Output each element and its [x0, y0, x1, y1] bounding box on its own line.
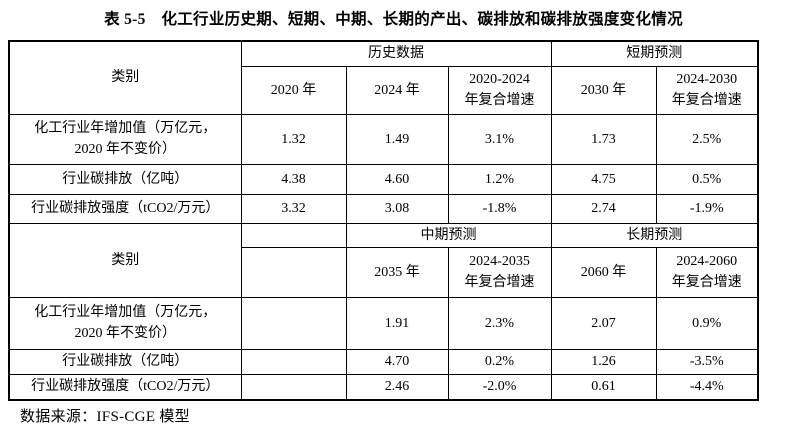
cell-added-value-cagr-2024-2030: 2.5%	[655, 113, 759, 165]
cell-carbon-2035: 4.70	[345, 348, 449, 375]
table-row: 行业碳排放强度（tCO2/万元） 2.46 -2.0% 0.61 -4.4%	[8, 373, 759, 401]
table-caption: 表 5-5 化工行业历史期、短期、中期、长期的产出、碳排放和碳排放强度变化情况	[104, 11, 683, 28]
header-group-history: 历史数据	[240, 40, 552, 67]
cell-intensity-2030: 2.74	[550, 193, 657, 224]
row-label-carbon-intensity: 行业碳排放强度（tCO2/万元）	[8, 193, 242, 224]
table-row: 行业碳排放（亿吨） 4.70 0.2% 1.26 -3.5%	[8, 348, 759, 375]
data-source-note: 数据来源：IFS-CGE 模型	[20, 409, 190, 425]
header-group-mid-term: 中期预测	[345, 222, 552, 248]
row-label-carbon-emission: 行业碳排放（亿吨）	[8, 163, 242, 195]
empty-cell	[240, 373, 347, 401]
cell-added-value-2020: 1.32	[240, 113, 347, 165]
cell-carbon-cagr-2024-2060: -3.5%	[655, 348, 759, 375]
header-category-block2: 类别	[8, 222, 242, 298]
cell-carbon-cagr-2024-2030: 0.5%	[655, 163, 759, 195]
empty-cell	[240, 246, 347, 298]
header-cagr-2024-2030: 2024-2030 年复合增速	[655, 65, 759, 115]
cell-carbon-2024: 4.60	[345, 163, 449, 195]
header-cagr-2024-2060: 2024-2060 年复合增速	[655, 246, 759, 298]
header-year-2020: 2020 年	[240, 65, 347, 115]
cell-intensity-cagr-2020-2024: -1.8%	[447, 193, 552, 224]
cell-carbon-2060: 1.26	[550, 348, 657, 375]
header-category-block1: 类别	[8, 40, 242, 115]
row-label-carbon-intensity: 行业碳排放强度（tCO2/万元）	[8, 373, 242, 401]
cell-added-value-cagr-2024-2060: 0.9%	[655, 296, 759, 350]
cell-carbon-2030: 4.75	[550, 163, 657, 195]
empty-cell	[240, 348, 347, 375]
cell-carbon-cagr-2024-2035: 0.2%	[447, 348, 552, 375]
cell-intensity-cagr-2024-2030: -1.9%	[655, 193, 759, 224]
header-group-short-term: 短期预测	[550, 40, 759, 67]
cell-intensity-2035: 2.46	[345, 373, 449, 401]
header-year-2030: 2030 年	[550, 65, 657, 115]
cell-intensity-cagr-2024-2060: -4.4%	[655, 373, 759, 401]
header-year-2060: 2060 年	[550, 246, 657, 298]
cell-intensity-cagr-2024-2035: -2.0%	[447, 373, 552, 401]
data-table: 类别 历史数据 短期预测 2020 年 2024 年 2020-2024 年复合…	[8, 40, 760, 401]
cell-added-value-cagr-2024-2035: 2.3%	[447, 296, 552, 350]
header-group-long-term: 长期预测	[550, 222, 759, 248]
table-row: 化工行业年增加值（万亿元， 2020 年不变价） 1.32 1.49 3.1% …	[8, 113, 759, 165]
header-year-2024: 2024 年	[345, 65, 449, 115]
row-label-added-value: 化工行业年增加值（万亿元， 2020 年不变价）	[8, 296, 242, 350]
header-cagr-2024-2035: 2024-2035 年复合增速	[447, 246, 552, 298]
row-label-carbon-emission: 行业碳排放（亿吨）	[8, 348, 242, 375]
header-cagr-2020-2024: 2020-2024 年复合增速	[447, 65, 552, 115]
empty-cell	[240, 222, 347, 248]
cell-added-value-2035: 1.91	[345, 296, 449, 350]
cell-carbon-cagr-2020-2024: 1.2%	[447, 163, 552, 195]
cell-added-value-2030: 1.73	[550, 113, 657, 165]
cell-added-value-cagr-2020-2024: 3.1%	[447, 113, 552, 165]
table-row: 行业碳排放强度（tCO2/万元） 3.32 3.08 -1.8% 2.74 -1…	[8, 193, 759, 224]
cell-intensity-2060: 0.61	[550, 373, 657, 401]
cell-added-value-2060: 2.07	[550, 296, 657, 350]
cell-intensity-2020: 3.32	[240, 193, 347, 224]
row-label-added-value: 化工行业年增加值（万亿元， 2020 年不变价）	[8, 113, 242, 165]
table-row: 行业碳排放（亿吨） 4.38 4.60 1.2% 4.75 0.5%	[8, 163, 759, 195]
table-row: 化工行业年增加值（万亿元， 2020 年不变价） 1.91 2.3% 2.07 …	[8, 296, 759, 350]
cell-added-value-2024: 1.49	[345, 113, 449, 165]
cell-intensity-2024: 3.08	[345, 193, 449, 224]
header-year-2035: 2035 年	[345, 246, 449, 298]
empty-cell	[240, 296, 347, 350]
cell-carbon-2020: 4.38	[240, 163, 347, 195]
